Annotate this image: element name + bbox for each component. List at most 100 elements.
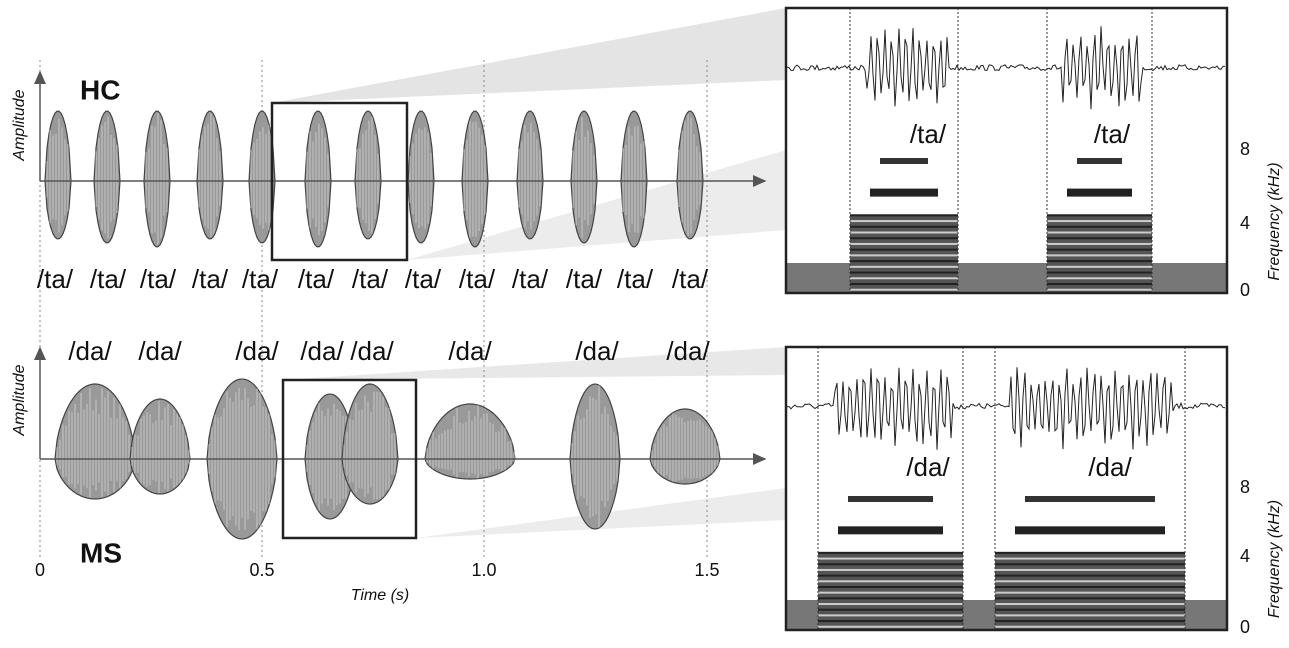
- group-label: HC: [80, 74, 120, 105]
- spectrogram-stripe: [850, 277, 958, 280]
- syllable-label: /ta/: [617, 264, 654, 294]
- spectrogram-stripe: [1047, 288, 1152, 291]
- waveform-trace: [785, 367, 1226, 450]
- spectrogram-stripe: [818, 557, 963, 560]
- syllable-label: /ta/: [672, 264, 709, 294]
- spectrogram-formant: [848, 496, 933, 502]
- y-axis-label: Frequency (kHz): [1266, 500, 1283, 618]
- spectrogram-stripe: [850, 237, 958, 240]
- panel-border: [784, 345, 1229, 632]
- spectrogram-formant: [1077, 158, 1122, 164]
- spectrogram-stripe: [1047, 254, 1152, 257]
- syllable-label: /da/: [350, 336, 394, 366]
- spectrogram-stripe: [818, 608, 963, 611]
- waveform-burst: [143, 110, 171, 248]
- y-tick-label: 4: [1240, 546, 1250, 566]
- syllable-label: /ta/: [37, 264, 74, 294]
- spectrogram-stripe: [1047, 225, 1152, 228]
- syllable-label: /ta/: [459, 264, 496, 294]
- spectrogram-stripe: [995, 551, 1185, 554]
- y-tick-label: 4: [1240, 213, 1250, 233]
- spectrogram-stripe: [818, 580, 963, 583]
- waveform-burst: [93, 110, 121, 244]
- waveform-burst: [620, 110, 648, 248]
- spectrogram-stripe: [995, 597, 1185, 600]
- zoom-panel: /ta/ /ta/0 4 8 Frequency (kHz): [784, 6, 1283, 300]
- spectrogram-stripe: [995, 625, 1185, 628]
- syllable-label: /da/: [666, 336, 710, 366]
- spectrogram-stripe: [818, 603, 963, 606]
- x-tick-label: 1.5: [694, 560, 719, 580]
- spectrogram-stripe: [1047, 271, 1152, 274]
- spectrogram-stripe: [818, 563, 963, 566]
- spectrogram-stripe: [818, 568, 963, 571]
- y-tick-label: 0: [1240, 280, 1250, 300]
- y-axis-label: Amplitude: [11, 89, 28, 161]
- spectrogram-stripe: [995, 563, 1185, 566]
- spectrogram-stripe: [818, 614, 963, 617]
- syllable-label: /da/: [235, 336, 279, 366]
- syllable-label: /ta/: [1094, 119, 1131, 149]
- spectrogram-stripe: [995, 580, 1185, 583]
- syllable-label: /da/: [906, 452, 950, 482]
- y-tick-label: 8: [1240, 139, 1250, 159]
- spectrogram-stripe: [850, 225, 958, 228]
- syllable-label: /da/: [300, 336, 344, 366]
- waveform-burst: [461, 110, 489, 248]
- y-axis-label: Frequency (kHz): [1266, 162, 1283, 280]
- spectrogram-stripe: [995, 608, 1185, 611]
- y-axis-label: Amplitude: [11, 364, 28, 436]
- spectrogram-stripe: [850, 282, 958, 285]
- syllable-label: /ta/: [192, 264, 229, 294]
- x-tick-label: 0.5: [249, 560, 274, 580]
- syllable-label: /da/: [138, 336, 182, 366]
- syllable-label: /ta/: [566, 264, 603, 294]
- syllable-label: /ta/: [140, 264, 177, 294]
- spectrogram-stripe: [995, 557, 1185, 560]
- spectrogram-stripe: [818, 574, 963, 577]
- waveform-burst: [424, 403, 516, 480]
- waveform-burst: [676, 110, 704, 240]
- spectrogram-stripe: [1047, 248, 1152, 251]
- syllable-label: /ta/: [352, 264, 389, 294]
- spectrogram-stripe: [1047, 282, 1152, 285]
- waveform-burst: [44, 110, 72, 240]
- syllable-label: /da/: [575, 336, 619, 366]
- spectrogram-stripe: [818, 591, 963, 594]
- panel-border: [784, 6, 1229, 295]
- y-tick-label: 0: [1240, 617, 1250, 637]
- spectrogram-stripe: [1047, 237, 1152, 240]
- zoom-panel: /da/ /da/0 4 8 Frequency (kHz): [784, 345, 1283, 637]
- syllable-label: /ta/: [298, 264, 335, 294]
- spectrogram-formant: [1025, 496, 1155, 502]
- waveform-burst: [341, 383, 399, 505]
- spectrogram-formant: [880, 158, 928, 164]
- waveform-burst: [407, 110, 435, 244]
- spectrogram-stripe: [1047, 277, 1152, 280]
- waveform-burst: [196, 110, 224, 240]
- waveform-burst: [516, 110, 544, 240]
- waveform-burst: [569, 383, 621, 530]
- spectrogram-formant: [870, 188, 938, 197]
- spectrogram-formant: [1067, 188, 1132, 197]
- spectrogram-stripe: [1047, 265, 1152, 268]
- spectrogram-stripe: [850, 265, 958, 268]
- waveform-burst: [570, 110, 598, 244]
- syllable-label: /ta/: [405, 264, 442, 294]
- spectrogram-stripe: [1047, 242, 1152, 245]
- spectrogram-formant: [838, 526, 943, 535]
- x-axis-label: Time (s): [351, 587, 410, 604]
- spectrogram-stripe: [850, 242, 958, 245]
- spectrogram-stripe: [995, 591, 1185, 594]
- spectrogram-stripe: [850, 214, 958, 217]
- spectrogram-stripe: [850, 288, 958, 291]
- spectrogram-stripe: [818, 620, 963, 623]
- axes: [34, 70, 767, 465]
- zoom-box: [281, 378, 418, 540]
- spectrogram-stripe: [1047, 231, 1152, 234]
- waveform-burst: [129, 398, 191, 495]
- spectrogram-stripe: [818, 551, 963, 554]
- spectrogram-stripe: [850, 220, 958, 223]
- syllable-label: /da/: [1088, 452, 1132, 482]
- spectrogram-stripe: [995, 620, 1185, 623]
